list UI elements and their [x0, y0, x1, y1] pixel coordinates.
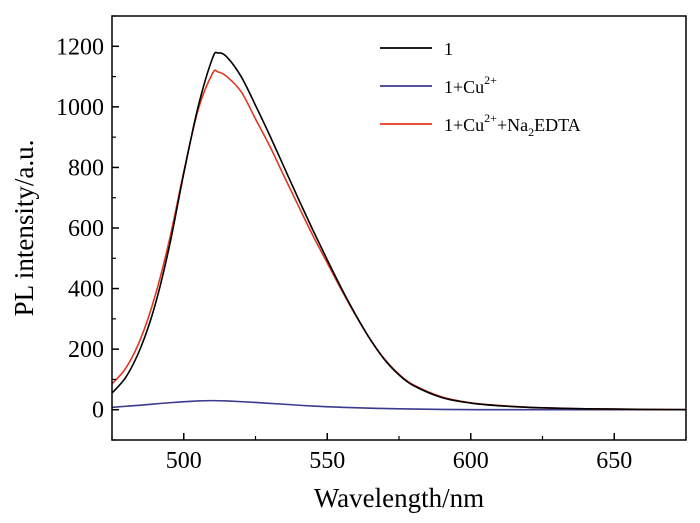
x-tick-label: 650: [596, 448, 632, 474]
series-line-0: [111, 51, 687, 411]
series-layer: [111, 51, 687, 411]
x-tick-label: 600: [453, 448, 489, 474]
plot-frame: [111, 15, 687, 441]
legend-label-part: 1: [444, 39, 453, 59]
y-tick-label: 400: [68, 277, 104, 303]
legend-label-part: 1+Cu: [444, 77, 484, 97]
legend-label-part: EDTA: [534, 115, 581, 135]
y-tick-label: 800: [68, 155, 104, 181]
series-line-2: [111, 69, 687, 411]
y-ticks: 0 200 400 600 800 1000 1200: [56, 15, 119, 441]
legend-label-part: 2+: [484, 73, 497, 87]
y-tick-label: 1000: [56, 95, 104, 121]
legend-label-part: 1+Cu: [444, 115, 484, 135]
y-tick-label: 600: [68, 216, 104, 242]
legend-label: 1+Cu2++Na2EDTA: [444, 111, 581, 139]
y-tick-label: 1200: [56, 34, 104, 60]
legend-label: 1+Cu2+: [444, 73, 497, 97]
x-tick-label: 550: [309, 448, 345, 474]
x-tick-label: 500: [166, 448, 202, 474]
legend-label-part: +Na: [497, 115, 528, 135]
legend: 11+Cu2+1+Cu2++Na2EDTA: [380, 39, 581, 139]
y-axis-title: PL intensity/a.u.: [9, 140, 39, 317]
legend-label-part: 2+: [484, 111, 497, 125]
x-axis-title: Wavelength/nm: [314, 483, 484, 513]
y-tick-label: 0: [92, 398, 104, 424]
y-tick-label: 200: [68, 337, 104, 363]
x-ticks: 500 550 600 650: [111, 433, 687, 474]
series-line-1: [111, 399, 686, 411]
legend-label: 1: [444, 39, 453, 59]
legend-label-part: 2: [528, 125, 534, 139]
